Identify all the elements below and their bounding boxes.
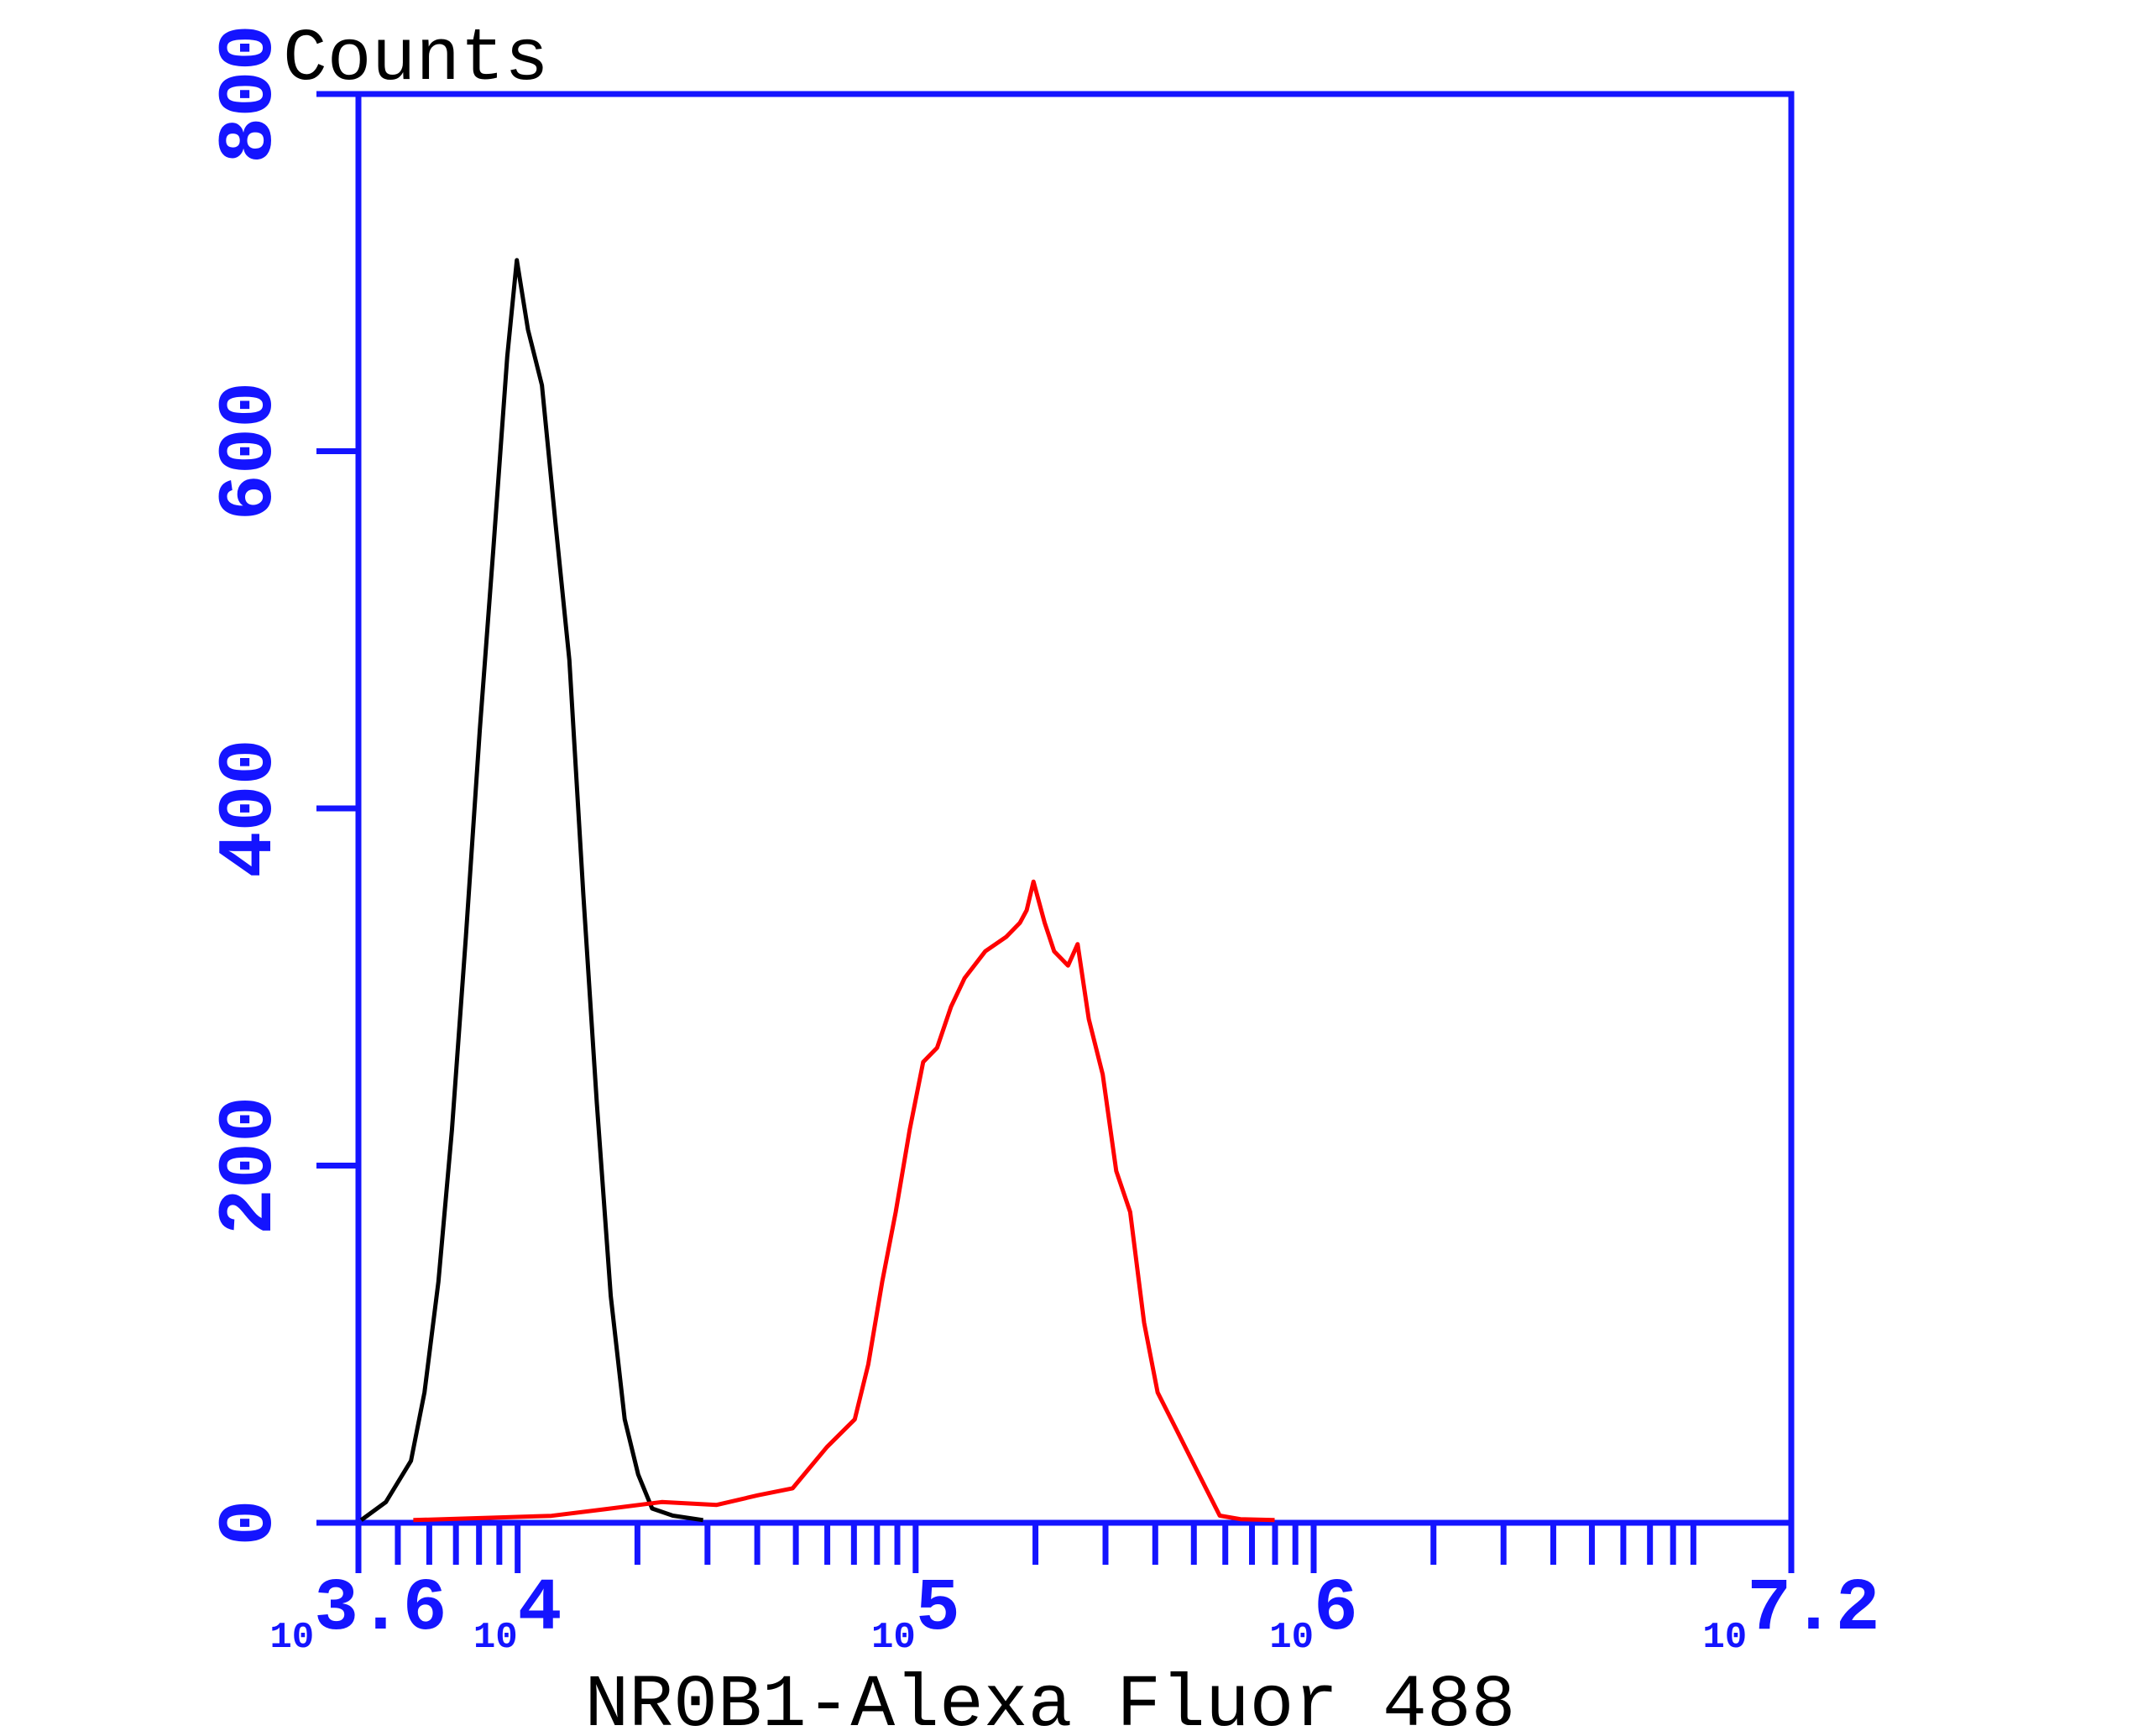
y-tick-label: 600	[206, 382, 294, 521]
histogram-line	[413, 879, 1275, 1523]
chart-title: Counts	[283, 18, 549, 102]
x-tick-base: 10	[269, 1617, 314, 1659]
x-tick-exponent: 4	[518, 1568, 562, 1651]
x-tick-exponent: 7.2	[1747, 1568, 1879, 1651]
x-tick-base: 10	[1702, 1617, 1747, 1659]
x-tick-exponent: 5	[916, 1568, 960, 1651]
x-tick-exponent: 3.6	[314, 1568, 447, 1651]
x-tick-base: 10	[871, 1617, 916, 1659]
x-tick-label: 103.6	[269, 1568, 447, 1659]
x-tick-label: 107.2	[1702, 1568, 1879, 1659]
x-tick-label: 105	[871, 1568, 960, 1659]
histogram-line	[359, 258, 703, 1523]
x-tick-base: 10	[1269, 1617, 1314, 1659]
plot-frame	[355, 91, 1795, 1526]
y-tick-label: 400	[206, 739, 294, 878]
y-tick-label: 200	[206, 1096, 294, 1236]
y-tick-label: 800	[206, 24, 294, 164]
y-tick-label: 0	[206, 1499, 294, 1545]
x-axis-label: NR0B1-Alexa Fluor 488	[585, 1665, 1516, 1736]
x-tick-base: 10	[473, 1617, 518, 1659]
x-tick-label: 106	[1269, 1568, 1358, 1659]
x-tick-label: 104	[473, 1568, 562, 1659]
x-tick-exponent: 6	[1314, 1568, 1358, 1651]
